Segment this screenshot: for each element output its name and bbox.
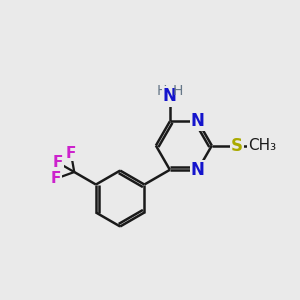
Text: F: F [66, 146, 76, 161]
Text: CH₃: CH₃ [248, 138, 276, 153]
Text: F: F [52, 155, 63, 170]
Text: N: N [191, 112, 205, 130]
Text: N: N [163, 87, 177, 105]
Text: N: N [191, 161, 205, 179]
Text: S: S [231, 136, 243, 154]
Text: F: F [51, 171, 62, 186]
Text: H: H [156, 84, 167, 98]
Text: H: H [173, 84, 183, 98]
